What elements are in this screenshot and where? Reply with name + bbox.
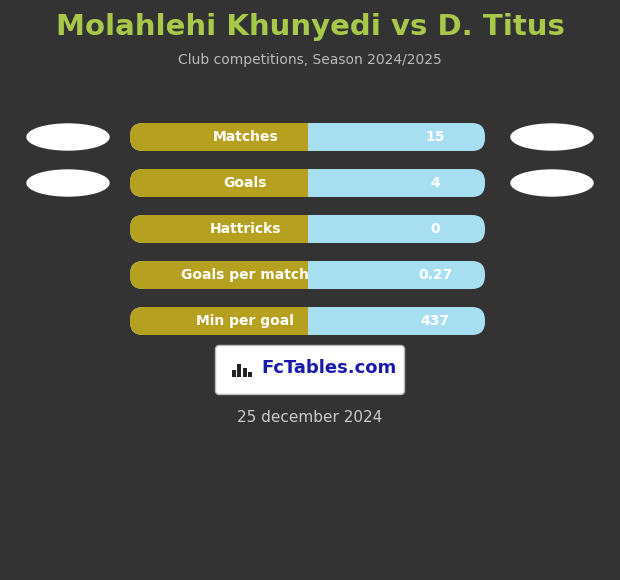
Text: FcTables.com: FcTables.com bbox=[262, 359, 397, 377]
Text: Matches: Matches bbox=[213, 130, 278, 144]
Ellipse shape bbox=[27, 124, 109, 150]
Bar bbox=[237, 364, 241, 377]
FancyBboxPatch shape bbox=[130, 123, 321, 151]
Text: 25 december 2024: 25 december 2024 bbox=[237, 411, 383, 426]
FancyBboxPatch shape bbox=[130, 215, 321, 243]
FancyBboxPatch shape bbox=[130, 169, 321, 197]
Ellipse shape bbox=[511, 170, 593, 196]
Ellipse shape bbox=[27, 170, 109, 196]
Text: Goals: Goals bbox=[224, 176, 267, 190]
Bar bbox=[242, 368, 247, 377]
Text: 0.27: 0.27 bbox=[418, 268, 453, 282]
Text: Hattricks: Hattricks bbox=[210, 222, 281, 236]
Text: Molahlehi Khunyedi vs D. Titus: Molahlehi Khunyedi vs D. Titus bbox=[56, 13, 564, 41]
Text: 15: 15 bbox=[425, 130, 445, 144]
Text: Goals per match: Goals per match bbox=[182, 268, 309, 282]
Bar bbox=[308, 307, 322, 335]
Bar bbox=[308, 169, 322, 197]
Bar bbox=[248, 372, 252, 377]
Bar bbox=[308, 123, 322, 151]
Bar bbox=[308, 215, 322, 243]
Text: 0: 0 bbox=[430, 222, 440, 236]
Bar bbox=[231, 370, 236, 377]
FancyBboxPatch shape bbox=[130, 307, 321, 335]
FancyBboxPatch shape bbox=[130, 123, 485, 151]
FancyBboxPatch shape bbox=[130, 169, 485, 197]
Text: 437: 437 bbox=[421, 314, 450, 328]
Ellipse shape bbox=[511, 124, 593, 150]
FancyBboxPatch shape bbox=[130, 261, 485, 289]
FancyBboxPatch shape bbox=[216, 346, 404, 394]
Text: 4: 4 bbox=[430, 176, 440, 190]
Text: Min per goal: Min per goal bbox=[197, 314, 294, 328]
Text: Club competitions, Season 2024/2025: Club competitions, Season 2024/2025 bbox=[178, 53, 442, 67]
FancyBboxPatch shape bbox=[130, 215, 485, 243]
Bar bbox=[308, 261, 322, 289]
FancyBboxPatch shape bbox=[130, 261, 321, 289]
FancyBboxPatch shape bbox=[130, 307, 485, 335]
